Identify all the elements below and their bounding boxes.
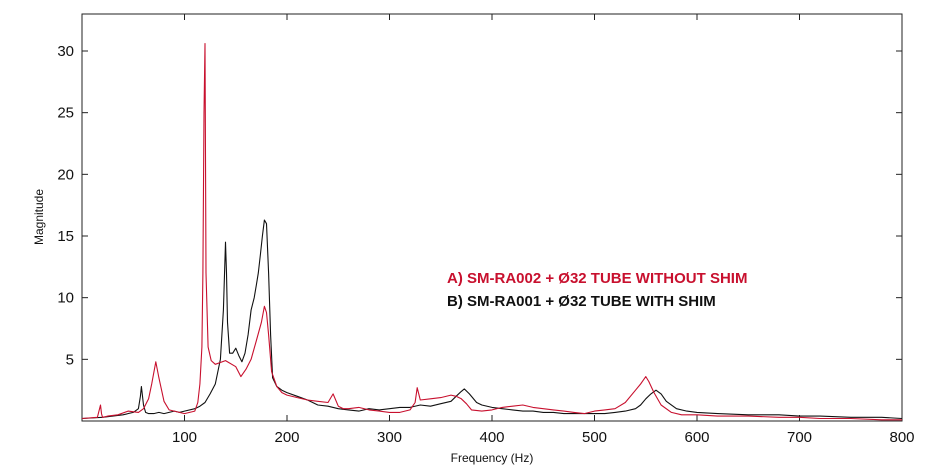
plot-area: [81, 13, 903, 422]
x-tick-label: 800: [889, 429, 914, 446]
y-tick-label: 10: [57, 290, 74, 307]
x-tick-label: 600: [684, 429, 709, 446]
y-tick-labels: 5 10 15 20 25 30: [57, 43, 74, 368]
x-tick-label: 300: [377, 429, 402, 446]
x-tick-label: 400: [479, 429, 504, 446]
legend-entry-b: B) SM-RA001 + Ø32 TUBE WITH SHIM: [447, 293, 716, 310]
y-axis-title: Magnitude: [32, 189, 46, 245]
series-line-b: [81, 219, 903, 420]
x-tick-label: 500: [582, 429, 607, 446]
y-tick-label: 30: [57, 43, 74, 60]
legend-entry-a: A) SM-RA002 + Ø32 TUBE WITHOUT SHIM: [447, 270, 747, 287]
x-tick-label: 700: [787, 429, 812, 446]
y-tick-label: 15: [57, 228, 74, 245]
y-tick-label: 20: [57, 166, 74, 183]
x-tick-label: 100: [172, 429, 197, 446]
series-lines: [81, 43, 903, 421]
y-tick-label: 25: [57, 105, 74, 122]
x-tick-labels: 100 200 300 400 500 600 700 800: [172, 429, 915, 446]
series-line-a: [81, 43, 902, 421]
x-tick-label: 200: [274, 429, 299, 446]
y-tick-label: 5: [66, 351, 74, 368]
x-axis-title: Frequency (Hz): [451, 451, 534, 465]
axis-ticks: [82, 14, 903, 421]
